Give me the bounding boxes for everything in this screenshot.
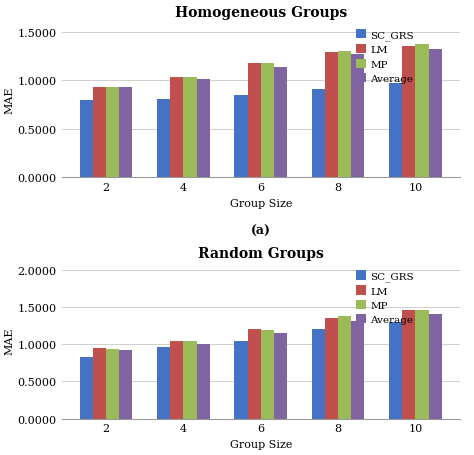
Text: (a): (a) xyxy=(251,225,271,238)
Bar xyxy=(261,331,274,419)
Bar xyxy=(119,88,132,178)
Bar xyxy=(325,53,338,178)
Bar xyxy=(106,349,119,419)
Bar xyxy=(247,64,261,178)
X-axis label: Group Size: Group Size xyxy=(229,198,292,208)
Bar xyxy=(170,341,183,419)
Bar xyxy=(312,329,325,419)
Bar xyxy=(183,78,197,178)
Bar xyxy=(119,351,132,419)
Bar xyxy=(235,342,247,419)
Bar xyxy=(183,341,197,419)
Y-axis label: MAE: MAE xyxy=(5,86,15,114)
Bar xyxy=(80,101,93,178)
Bar xyxy=(274,333,287,419)
Bar xyxy=(389,84,402,178)
Title: Random Groups: Random Groups xyxy=(198,247,324,261)
Bar xyxy=(170,78,183,178)
Bar xyxy=(402,311,415,419)
Bar xyxy=(197,344,210,419)
Bar xyxy=(312,90,325,178)
Bar xyxy=(106,88,119,178)
Bar xyxy=(428,314,442,419)
Bar xyxy=(351,322,365,419)
X-axis label: Group Size: Group Size xyxy=(229,439,292,449)
Bar xyxy=(351,55,365,178)
Bar xyxy=(415,310,428,419)
Bar xyxy=(157,99,170,178)
Legend: SC_GRS, LM, MP, Average: SC_GRS, LM, MP, Average xyxy=(354,28,416,86)
Bar xyxy=(274,67,287,178)
Bar xyxy=(247,329,261,419)
Bar xyxy=(415,45,428,178)
Bar xyxy=(93,88,106,178)
Bar xyxy=(157,348,170,419)
Bar xyxy=(325,318,338,419)
Bar xyxy=(93,349,106,419)
Bar xyxy=(338,317,351,419)
Y-axis label: MAE: MAE xyxy=(5,327,15,355)
Bar xyxy=(235,96,247,178)
Bar xyxy=(80,357,93,419)
Bar xyxy=(197,80,210,178)
Bar xyxy=(389,323,402,419)
Bar xyxy=(338,52,351,178)
Bar xyxy=(402,47,415,178)
Title: Homogeneous Groups: Homogeneous Groups xyxy=(174,6,347,20)
Bar xyxy=(261,64,274,178)
Bar xyxy=(428,50,442,178)
Legend: SC_GRS, LM, MP, Average: SC_GRS, LM, MP, Average xyxy=(354,268,416,327)
